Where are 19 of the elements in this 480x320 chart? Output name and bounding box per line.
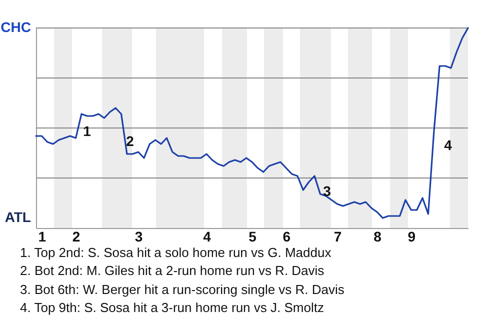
x-tick-label: 3: [134, 228, 143, 244]
text: CHC: [0, 19, 31, 35]
annotation: 2: [126, 133, 134, 149]
x-tick-label: 2: [72, 228, 80, 244]
x-tick-label: 1: [38, 228, 46, 244]
x-tick-label: 6: [282, 228, 291, 244]
text: 1. Top 2nd: S. Sosa hit a solo home run vs G. Maddux: [20, 244, 332, 262]
text: 4. Top 9th: S. Sosa hit a 3-run home run vs J. Smoltz: [20, 298, 325, 317]
text: 3. Bot 6th: W. Berger hit a run-scoring single vs R. Davis: [20, 280, 344, 299]
annotation: 1: [83, 123, 92, 139]
x-tick-label: 7: [334, 228, 342, 244]
text: ATL: [4, 209, 32, 225]
x-tick-label: 8: [374, 228, 382, 244]
annotation: 3: [323, 183, 332, 199]
x-tick-label: 4: [203, 228, 212, 244]
annotation: 4: [444, 137, 452, 153]
x-tick-label: 5: [248, 228, 257, 244]
x-tick-label: 9: [408, 228, 416, 244]
text: 2. Bot 2nd: M. Giles hit a 2-run home run vs R. Davis: [20, 262, 326, 280]
